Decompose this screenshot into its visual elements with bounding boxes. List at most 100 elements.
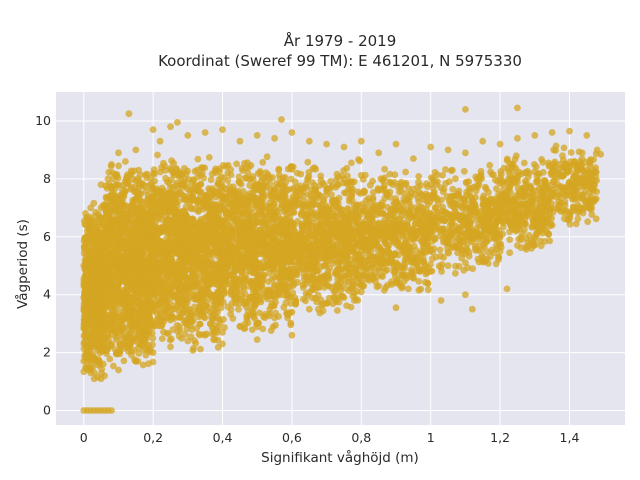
scatter-point	[158, 164, 166, 171]
scatter-point	[130, 236, 138, 244]
scatter-point	[113, 334, 121, 341]
scatter-point	[106, 355, 114, 363]
scatter-point	[102, 293, 110, 300]
scatter-point	[258, 229, 266, 237]
scatter-point	[245, 246, 253, 254]
scatter-point	[122, 175, 130, 183]
scatter-point	[113, 285, 121, 293]
scatter-point	[107, 182, 115, 190]
scatter-point	[246, 221, 253, 229]
scatter-point	[115, 254, 123, 261]
scatter-point	[162, 227, 170, 234]
scatter-point	[105, 318, 113, 325]
scatter-point	[233, 160, 241, 168]
scatter-point	[115, 234, 123, 241]
scatter-point	[258, 264, 266, 272]
scatter-point	[88, 223, 95, 231]
scatter-point	[88, 218, 95, 226]
scatter-point	[287, 321, 295, 329]
scatter-point	[169, 218, 177, 226]
scatter-point	[158, 290, 165, 297]
scatter-point	[259, 158, 267, 166]
scatter-point	[112, 194, 119, 202]
scatter-point	[178, 237, 186, 245]
scatter-point	[206, 212, 214, 220]
scatter-point	[235, 178, 243, 186]
scatter-point	[208, 191, 216, 199]
scatter-point	[192, 309, 200, 317]
scatter-point	[171, 283, 179, 291]
scatter-point	[243, 313, 251, 321]
scatter-point	[272, 188, 280, 196]
scatter-point	[101, 201, 108, 208]
scatter-point	[92, 291, 100, 299]
scatter-point	[226, 213, 234, 221]
scatter-point	[211, 276, 219, 284]
scatter-point	[237, 263, 245, 271]
scatter-point	[233, 218, 241, 226]
data-points	[80, 104, 605, 414]
scatter-point	[211, 167, 219, 175]
scatter-point	[116, 340, 124, 348]
scatter-point	[132, 275, 140, 283]
scatter-point	[181, 271, 189, 279]
scatter-point	[299, 281, 307, 289]
scatter-point	[281, 173, 289, 181]
scatter-point	[108, 251, 116, 259]
scatter-point	[113, 350, 120, 358]
scatter-point	[289, 163, 297, 171]
scatter-point	[85, 274, 93, 282]
scatter-point	[159, 314, 167, 321]
scatter-point	[158, 335, 166, 342]
scatter-point	[249, 310, 257, 317]
scatter-point	[95, 285, 102, 292]
scatter-point	[170, 169, 178, 177]
scatter-point	[188, 326, 196, 333]
scatter-point	[348, 159, 355, 167]
scatter-point	[85, 319, 93, 327]
scatter-point	[84, 268, 91, 275]
scatter-point	[88, 314, 96, 321]
scatter-point	[90, 255, 98, 263]
scatter-point	[304, 158, 312, 166]
scatter-point	[161, 307, 168, 315]
scatter-point	[198, 245, 206, 252]
scatter-point	[235, 306, 242, 313]
scatter-point	[82, 313, 90, 321]
scatter-point	[262, 236, 270, 244]
scatter-point	[127, 282, 134, 290]
scatter-point	[270, 201, 278, 208]
scatter-point	[196, 320, 204, 328]
scatter-point	[239, 188, 247, 195]
scatter-point	[226, 242, 234, 249]
scatter-point	[275, 289, 283, 297]
scatter-point	[231, 207, 239, 215]
scatter-point	[113, 305, 121, 313]
scatter-point	[238, 164, 246, 172]
scatter-point	[250, 282, 257, 289]
scatter-point	[252, 289, 260, 297]
scatter-point	[170, 191, 177, 198]
scatter-point	[191, 268, 199, 276]
scatter-point	[267, 303, 275, 310]
scatter-point	[179, 218, 187, 225]
scatter-point	[117, 208, 124, 216]
scatter-point	[203, 252, 210, 259]
scatter-point	[317, 176, 325, 184]
scatter-point	[207, 176, 215, 184]
scatter-point	[244, 159, 251, 167]
scatter-point	[253, 198, 260, 206]
scatter-point	[281, 279, 289, 287]
scatter-point	[180, 165, 188, 172]
scatter-point	[269, 286, 277, 293]
scatter-point	[200, 222, 208, 230]
scatter-point	[124, 237, 131, 244]
scatter-point	[123, 257, 131, 265]
scatter-point	[128, 351, 135, 359]
scatter-point	[115, 162, 122, 170]
scatter-point	[282, 231, 290, 239]
scatter-point	[167, 176, 175, 184]
scatter-point	[240, 219, 248, 227]
scatter-point	[241, 285, 248, 292]
